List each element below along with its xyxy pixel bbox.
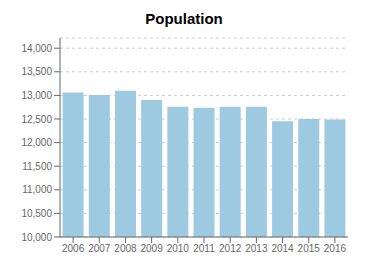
- html-text:Population: Population: [145, 10, 223, 27]
- svg-text:11,500: 11,500: [22, 161, 52, 172]
- svg-text:2009: 2009: [141, 243, 164, 254]
- svg-text:13,000: 13,000: [21, 90, 52, 101]
- svg-text:2007: 2007: [88, 243, 111, 254]
- svg-text:10,000: 10,000: [21, 232, 52, 243]
- svg-text:2008: 2008: [114, 243, 137, 254]
- svg-text:2016: 2016: [324, 243, 347, 254]
- svg-text:2013: 2013: [245, 243, 268, 254]
- svg-text:2014: 2014: [271, 243, 294, 254]
- svg-text:2015: 2015: [298, 243, 321, 254]
- svg-text:11,000: 11,000: [22, 184, 52, 195]
- svg-text:13,500: 13,500: [21, 66, 52, 77]
- svg-text:2006: 2006: [62, 243, 85, 254]
- svg-text:10,500: 10,500: [21, 208, 52, 219]
- svg-text:14,000: 14,000: [21, 43, 52, 54]
- svg-text:12,500: 12,500: [21, 114, 52, 125]
- svg-text:12,000: 12,000: [21, 137, 52, 148]
- svg-text:2010: 2010: [167, 243, 190, 254]
- svg-text:2011: 2011: [193, 243, 215, 254]
- svg-text:2012: 2012: [219, 243, 242, 254]
